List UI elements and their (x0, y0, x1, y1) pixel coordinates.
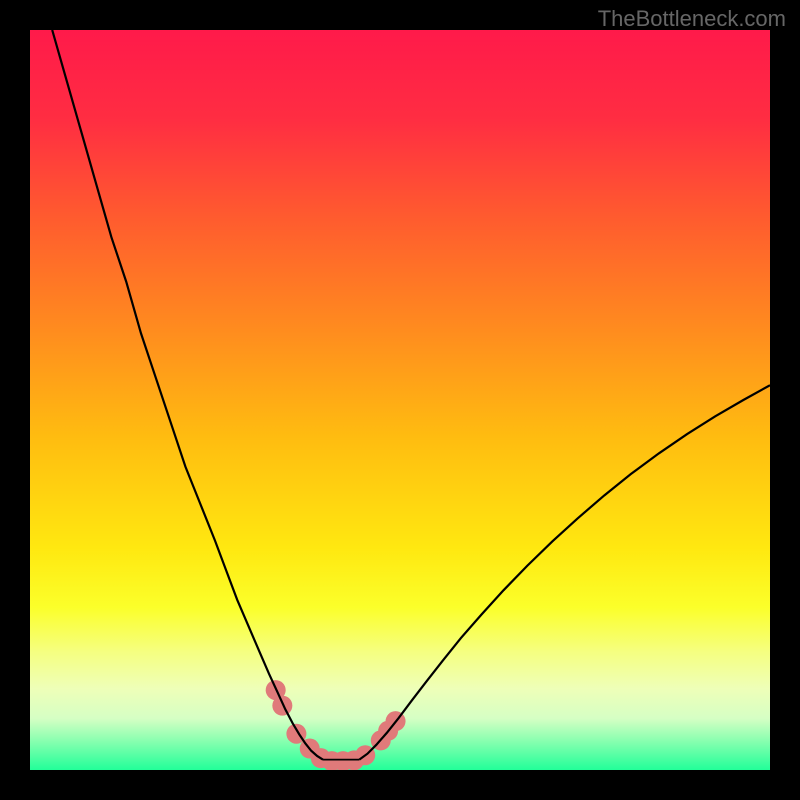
watermark-text: TheBottleneck.com (598, 6, 786, 32)
plot-area (30, 30, 770, 770)
valley-marker (272, 696, 292, 716)
gradient-background (30, 30, 770, 770)
chart-svg (30, 30, 770, 770)
